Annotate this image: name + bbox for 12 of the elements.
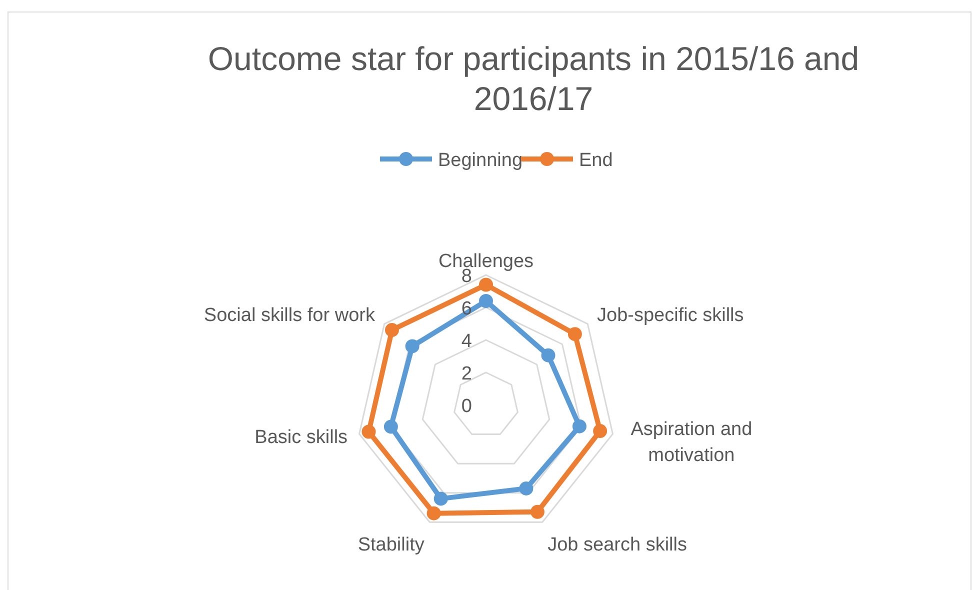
- spoke-label: Job-specific skills: [597, 305, 744, 326]
- spoke-label: Aspiration and motivation: [630, 419, 752, 466]
- y-tick-label: 0: [461, 396, 472, 417]
- spoke-label: Stability: [358, 534, 425, 556]
- spoke-label: Basic skills: [254, 427, 348, 448]
- chart-title: Outcome star for participants in 2015/16 and 2016/17: [208, 40, 860, 117]
- spoke-label: Social skills for work: [204, 305, 376, 326]
- spoke-label: Job search skills: [548, 534, 687, 556]
- y-tick-label: 2: [461, 364, 472, 384]
- legend-label: End: [579, 150, 613, 171]
- legend-label: Beginning: [438, 150, 523, 171]
- y-tick-label: 4: [461, 331, 472, 352]
